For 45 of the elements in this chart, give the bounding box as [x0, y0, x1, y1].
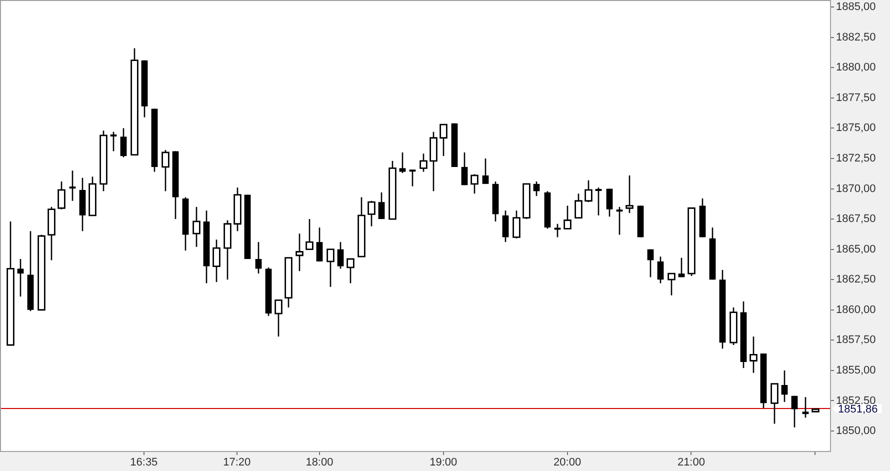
x-tick-label: 17:20	[223, 456, 251, 469]
x-tick-label: 16:35	[130, 456, 158, 469]
y-tick-label: 1875,00	[836, 122, 876, 134]
y-tick-label: 1885,00	[836, 1, 876, 14]
y-tick-label: 1870,00	[836, 182, 876, 195]
candlestick	[408, 170, 417, 187]
candlestick	[502, 210, 509, 243]
candlestick	[120, 128, 127, 158]
candlestick	[802, 396, 809, 418]
candlestick	[606, 188, 613, 218]
candlestick	[17, 258, 24, 298]
candlestick	[781, 370, 788, 403]
ref-line-label: 1851,86	[838, 404, 878, 416]
y-tick-label: 1865,00	[836, 243, 876, 256]
candlestick	[378, 192, 385, 220]
candlestick	[337, 241, 344, 270]
candlestick	[657, 256, 664, 284]
x-tick-label: 20:00	[554, 456, 582, 469]
x-tick-label: 18:00	[306, 456, 334, 469]
y-tick-label: 1850,00	[836, 425, 876, 438]
candlestick	[255, 241, 262, 274]
y-tick-label: 1862,50	[836, 274, 876, 286]
candlestick	[533, 180, 540, 197]
candlestick	[109, 131, 118, 152]
candlestick	[399, 152, 406, 174]
y-tick-label: 1860,00	[836, 304, 876, 316]
candlestick	[461, 152, 468, 186]
y-tick-label: 1857,50	[836, 334, 876, 346]
y-tick-label: 1880,00	[836, 62, 876, 74]
y-tick-label: 1867,50	[836, 213, 876, 226]
candlestick	[678, 257, 685, 278]
candlestick	[615, 206, 624, 236]
y-tick-label: 1877,50	[836, 92, 876, 104]
candlestick	[647, 248, 654, 278]
y-tick-label: 1855,00	[836, 364, 876, 376]
candlestick	[316, 226, 323, 262]
candlestick	[553, 223, 562, 238]
x-tick-label: 21:00	[677, 456, 705, 469]
x-tick-label: 19:00	[430, 456, 458, 469]
y-tick-label: 1882,50	[836, 31, 876, 44]
candlestick	[68, 170, 77, 202]
candlestick	[482, 158, 489, 185]
y-tick-label: 1872,50	[836, 152, 876, 164]
candlestick	[791, 395, 798, 428]
candlestick	[594, 186, 603, 216]
